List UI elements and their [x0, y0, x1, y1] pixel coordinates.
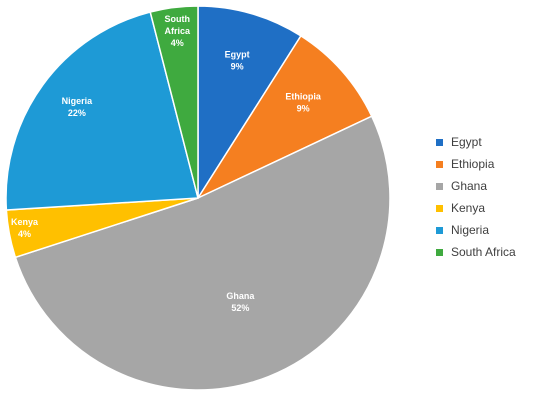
legend-item-nigeria: Nigeria: [436, 223, 489, 237]
legend-swatch: [436, 227, 443, 234]
legend-label: Ethiopia: [451, 157, 495, 171]
pie-slice-south-africa: [149, 5, 199, 199]
slice-labels: Egypt 9% Ethiopia 9% Ghana 52% Kenya 4% Nigeria 2…: [11, 14, 322, 313]
pie-slices: [5, 5, 391, 391]
pie-slice-ethiopia: [195, 34, 373, 200]
slice-label-egypt: Egypt 9%: [225, 49, 250, 71]
legend-label: South Africa: [451, 245, 516, 259]
legend-item-south-africa: South Africa: [436, 245, 516, 259]
slice-label-ghana: Ghana 52%: [226, 291, 255, 313]
pie-slice-nigeria: [5, 11, 199, 211]
slice-label-kenya: Kenya 4%: [11, 217, 39, 239]
legend-swatch: [436, 161, 443, 168]
pie-slice-ghana: [14, 115, 391, 391]
legend-item-ethiopia: Ethiopia: [436, 157, 495, 171]
slice-label-south-africa: South Africa 4%: [165, 14, 192, 48]
legend-item-ghana: Ghana: [436, 179, 487, 193]
legend-swatch: [436, 249, 443, 256]
legend-label: Ghana: [451, 179, 487, 193]
legend-swatch: [436, 183, 443, 190]
legend-label: Nigeria: [451, 223, 489, 237]
legend: Egypt Ethiopia Ghana Kenya Nigeria South Afri…: [436, 135, 516, 259]
slice-label-nigeria: Nigeria 22%: [62, 96, 94, 118]
legend-swatch: [436, 205, 443, 212]
slice-label-ethiopia: Ethiopia 9%: [285, 91, 321, 113]
legend-item-egypt: Egypt: [436, 135, 482, 149]
legend-item-kenya: Kenya: [436, 201, 485, 215]
legend-swatch: [436, 139, 443, 146]
pie-slice-egypt: [197, 5, 302, 201]
legend-label: Kenya: [451, 201, 485, 215]
legend-label: Egypt: [451, 135, 482, 149]
